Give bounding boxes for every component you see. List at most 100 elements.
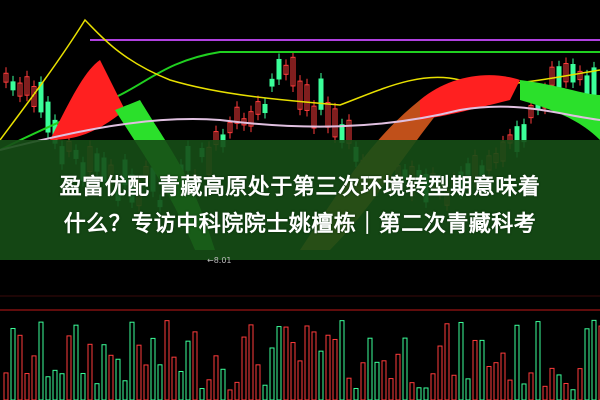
candle-body: [297, 80, 303, 110]
headline-line-1: 盈富优配 青藏高原处于第三次环境转型期意味着: [59, 175, 541, 200]
volume-bar: [472, 339, 478, 400]
volume-bar: [262, 384, 268, 400]
candle-body: [255, 101, 261, 115]
candle-body: [38, 81, 44, 113]
candle-body: [528, 104, 534, 119]
volume-bar: [290, 342, 296, 400]
volume-bar: [241, 336, 247, 400]
price-marker: ←8.01: [207, 256, 232, 265]
candle-body: [283, 64, 289, 75]
volume-bar: [528, 372, 534, 400]
volume-bar: [458, 321, 464, 400]
volume-bar: [493, 362, 499, 400]
volume-bar: [584, 328, 590, 400]
volume-bar: [206, 379, 212, 400]
candle-body: [262, 103, 268, 114]
volume-bar: [143, 364, 149, 400]
volume-bar: [395, 353, 401, 400]
volume-bar: [136, 344, 142, 400]
candle-body: [248, 111, 254, 127]
volume-bar: [507, 379, 513, 400]
volume-bar: [38, 321, 44, 400]
red-ribbon-1: [50, 60, 125, 140]
volume-bar: [486, 366, 492, 400]
volume-bar: [227, 389, 233, 400]
candle-body: [549, 66, 555, 86]
volume-bar: [465, 378, 471, 400]
volume-bar: [339, 320, 345, 400]
volume-bar: [199, 388, 205, 400]
candle-body: [276, 58, 282, 80]
volume-bar: [94, 383, 100, 400]
candle-body: [234, 106, 240, 124]
volume-bar: [269, 347, 275, 400]
candle-body: [311, 105, 317, 129]
volume-bar: [318, 350, 324, 400]
candle-body: [17, 82, 23, 97]
volume-bar: [479, 339, 485, 400]
candle-body: [269, 78, 275, 87]
volume-bar: [353, 387, 359, 400]
volume-bar: [346, 377, 352, 400]
volume-bar: [45, 376, 51, 400]
volume-bar: [234, 381, 240, 400]
volume-bar: [437, 345, 443, 400]
volume-bar: [430, 373, 436, 400]
volume-bar: [570, 389, 576, 400]
red-ribbon-2: [420, 75, 520, 120]
headline-line-2: 什么？专访中科院院士姚檀栋｜第二次青藏科考: [63, 212, 537, 237]
volume-bar: [409, 382, 415, 400]
volume-bar: [87, 343, 93, 400]
volume-bar: [402, 337, 408, 400]
volume-bar: [374, 361, 380, 400]
volume-bar: [248, 324, 254, 400]
candle-body: [563, 63, 569, 83]
volume-bar: [101, 344, 107, 400]
volume-bar: [220, 368, 226, 400]
volume-bar: [10, 327, 16, 400]
volume-bar: [591, 319, 597, 400]
volume-bar: [367, 337, 373, 400]
volume-bar: [500, 352, 506, 400]
volume-bar: [192, 331, 198, 400]
volume-bar: [276, 326, 282, 400]
volume-bar: [122, 380, 128, 400]
volume-bar: [213, 355, 219, 400]
green-ma-line: [0, 51, 600, 151]
volume-bar: [17, 334, 23, 400]
title-overlay-band: [0, 140, 600, 260]
volume-bar: [24, 373, 30, 400]
volume-bar: [360, 362, 366, 400]
candle-body: [290, 56, 296, 87]
volume-bar: [185, 340, 191, 400]
volume-bar: [388, 378, 394, 400]
volume-bar: [59, 373, 65, 400]
volume-bar: [549, 367, 555, 400]
volume-bar: [178, 370, 184, 400]
volume-bars: [3, 319, 600, 400]
volume-bar: [255, 364, 261, 400]
candle-body: [45, 101, 51, 133]
candle-body: [577, 70, 583, 81]
volume-bar: [115, 358, 121, 400]
volume-bar: [150, 337, 156, 400]
volume-bar: [52, 369, 58, 400]
candle-body: [570, 63, 576, 83]
volume-bar: [451, 374, 457, 400]
candle-body: [227, 122, 233, 134]
volume-bar: [297, 360, 303, 400]
candle-body: [24, 76, 30, 96]
volume-bar: [66, 335, 72, 400]
volume-bar: [129, 321, 135, 400]
volume-bar: [535, 321, 541, 400]
volume-bar: [157, 364, 163, 400]
volume-bar: [304, 325, 310, 400]
volume-bar: [416, 387, 422, 400]
volume-bar: [598, 325, 600, 400]
volume-bar: [521, 383, 527, 400]
volume-bar: [563, 382, 569, 400]
volume-bar: [381, 360, 387, 400]
volume-bar: [311, 331, 317, 400]
candle-body: [3, 72, 9, 83]
